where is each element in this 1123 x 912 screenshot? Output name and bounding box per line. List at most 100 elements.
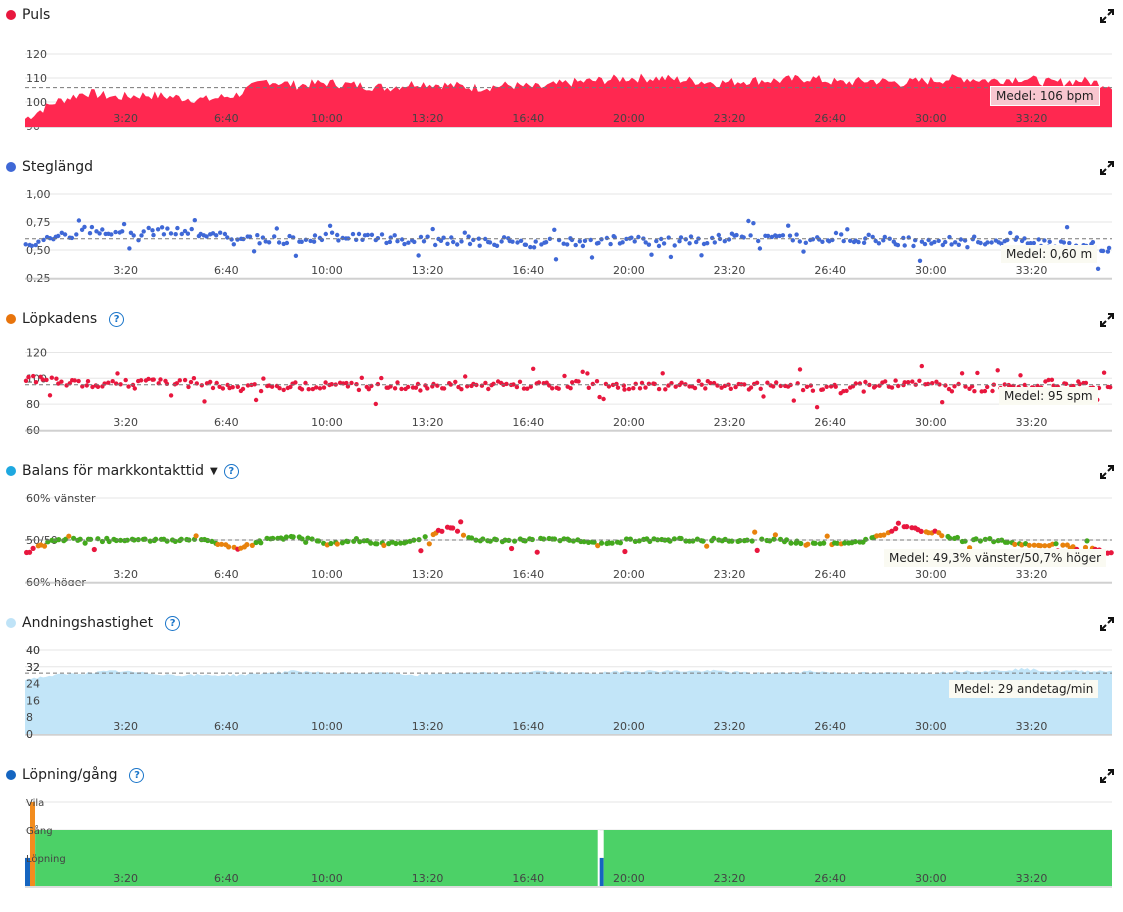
data-point <box>97 231 102 236</box>
data-point <box>870 234 875 240</box>
data-point <box>281 387 286 393</box>
data-point <box>312 233 318 238</box>
data-point <box>978 240 983 246</box>
data-point <box>561 241 566 246</box>
y-tick-label: Vila <box>26 798 44 809</box>
lopning-panel: Löpning/gång ? Vila Gång Löpning 3:20 6:40 10… <box>0 760 1123 912</box>
data-point <box>982 388 988 394</box>
x-tick-label: 23:20 <box>714 720 746 733</box>
data-point <box>460 532 467 538</box>
data-point <box>193 533 199 539</box>
data-point <box>306 387 311 392</box>
data-point <box>115 371 120 376</box>
data-point <box>329 382 334 387</box>
x-tick-label: 6:40 <box>214 568 239 581</box>
data-point <box>283 534 289 540</box>
x-tick-label: 23:20 <box>714 568 746 581</box>
data-point <box>585 539 592 545</box>
expand-arrows-icon[interactable] <box>1099 616 1115 632</box>
data-point <box>117 537 124 543</box>
data-point <box>185 231 191 236</box>
expand-arrows-icon[interactable] <box>1099 312 1115 328</box>
data-point <box>531 245 537 250</box>
data-point <box>661 241 667 246</box>
data-point <box>168 231 174 236</box>
dropdown-caret-icon[interactable]: ▼ <box>210 465 218 477</box>
data-point <box>229 237 234 242</box>
data-point <box>153 536 159 542</box>
x-tick-label: 33:20 <box>1016 568 1048 581</box>
question-circle-icon[interactable]: ? <box>109 311 125 327</box>
data-point <box>395 380 400 385</box>
lopning-header: Löpning/gång ? <box>6 760 145 790</box>
expand-arrows-icon[interactable] <box>1099 464 1115 480</box>
expand-arrows-icon[interactable] <box>1099 8 1115 24</box>
data-point <box>261 376 266 381</box>
data-point <box>940 242 945 248</box>
data-point <box>182 377 188 383</box>
question-circle-icon[interactable]: ? <box>165 615 181 631</box>
data-point <box>949 242 954 247</box>
data-point <box>82 224 87 230</box>
data-point <box>943 383 948 388</box>
x-tick-label: 33:20 <box>1016 872 1048 885</box>
x-tick-label: 20:00 <box>613 416 645 429</box>
steglangd-mean-label: Medel: 0,60 m <box>1001 245 1098 263</box>
data-point <box>518 238 524 243</box>
data-point <box>293 253 299 258</box>
data-point <box>552 227 557 232</box>
data-point <box>550 386 555 391</box>
data-point <box>433 242 438 248</box>
data-point <box>620 240 625 245</box>
x-tick-label: 26:40 <box>814 112 846 125</box>
y-tick-label: 60% vänster <box>26 492 96 505</box>
data-point <box>375 381 381 387</box>
data-point <box>252 382 257 387</box>
x-tick-label: 3:20 <box>113 416 138 429</box>
x-tick-label: 10:00 <box>311 112 343 125</box>
data-point <box>1106 245 1112 251</box>
question-circle-icon[interactable]: ? <box>223 463 239 479</box>
data-point <box>374 541 380 547</box>
data-point <box>161 232 167 237</box>
data-point <box>480 536 486 542</box>
data-point <box>360 237 365 242</box>
data-point <box>889 385 895 390</box>
data-point <box>521 386 527 391</box>
x-tick-label: 10:00 <box>311 264 343 277</box>
data-point <box>142 536 148 542</box>
expand-arrows-icon[interactable] <box>1099 160 1115 176</box>
data-point <box>614 381 619 387</box>
data-point <box>780 233 786 238</box>
data-point <box>954 534 961 541</box>
x-tick-label: 6:40 <box>214 264 239 277</box>
data-point <box>399 386 404 392</box>
data-point <box>439 528 445 534</box>
y-tick-label: 0,75 <box>26 216 51 229</box>
data-point <box>349 380 354 386</box>
data-point <box>430 226 435 232</box>
data-point <box>303 237 309 242</box>
data-point <box>861 389 866 394</box>
balans-mean-label: Medel: 49,3% vänster/50,7% höger <box>884 549 1107 567</box>
data-point <box>577 239 582 244</box>
data-point <box>164 381 170 386</box>
andning-chart: 403224168040322416803:206:4010:0013:2016… <box>25 644 1112 738</box>
data-point <box>26 374 31 380</box>
y-tick-label: 32 <box>26 661 40 674</box>
data-point <box>356 387 362 393</box>
data-point <box>649 252 654 257</box>
data-point <box>952 384 957 389</box>
data-point <box>231 242 236 247</box>
data-point <box>953 240 958 245</box>
x-tick-label: 3:20 <box>113 568 138 581</box>
y-tick-label: 0 <box>26 728 33 738</box>
data-point <box>94 229 99 234</box>
data-point <box>972 389 977 394</box>
data-point <box>448 382 453 387</box>
question-circle-icon[interactable]: ? <box>129 767 145 783</box>
data-point <box>833 384 838 389</box>
data-point <box>622 387 627 392</box>
expand-arrows-icon[interactable] <box>1099 768 1115 784</box>
data-point <box>494 243 500 248</box>
